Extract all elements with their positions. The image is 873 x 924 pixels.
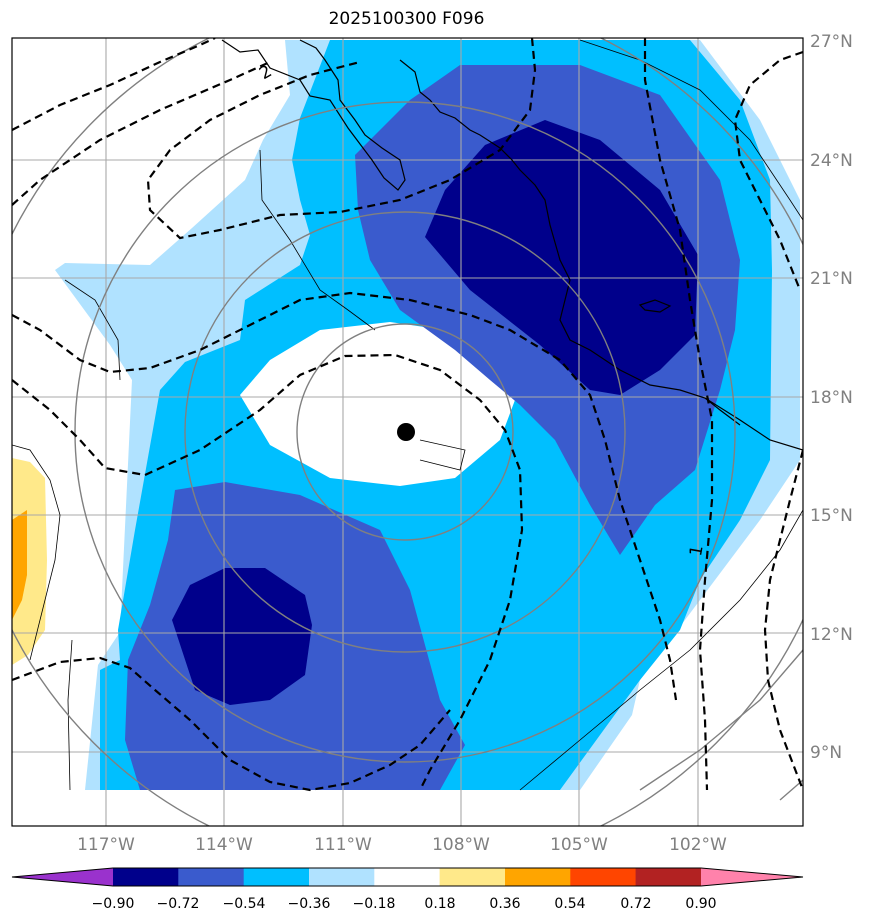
colorbar-segment [178, 868, 245, 886]
shading-dark-blue [172, 120, 698, 705]
colorbar-tick: 0.72 [620, 896, 651, 912]
colorbar-segment [113, 868, 179, 886]
storm-rings [12, 38, 803, 826]
graticule [12, 38, 803, 826]
lat-label-27n: 27°N [810, 32, 853, 52]
lat-labels: 9°N 12°N 15°N 18°N 21°N 24°N 27°N [810, 32, 853, 763]
contour-label-1: 1 [686, 544, 708, 558]
colorbar-segment [505, 868, 571, 886]
colorbar-tick: −0.54 [223, 896, 266, 912]
colorbar-tick: 0.18 [424, 896, 455, 912]
colorbar-ticks: −0.90 −0.72 −0.54 −0.36 −0.18 0.18 0.36 … [92, 896, 717, 912]
colorbar [11, 867, 804, 887]
lon-label-108w: 108°W [432, 835, 490, 855]
colorbar-segment [374, 868, 441, 886]
map-title: 2025100300 F096 [328, 9, 485, 29]
shading-yellow [12, 458, 47, 665]
colorbar-tick: −0.36 [288, 896, 331, 912]
lat-label-21n: 21°N [810, 269, 853, 289]
lon-label-111w: 111°W [314, 835, 372, 855]
contour-label-2: 2 [256, 61, 275, 84]
colorbar-tick: 0.54 [554, 896, 585, 912]
lon-label-102w: 102°W [669, 835, 727, 855]
lat-label-12n: 12°N [810, 625, 853, 645]
colorbar-tick: 0.90 [685, 896, 716, 912]
lat-label-18n: 18°N [810, 388, 853, 408]
colorbar-tick: −0.72 [157, 896, 200, 912]
colorbar-tick: −0.18 [353, 896, 396, 912]
lat-label-15n: 15°N [810, 506, 853, 526]
dashed-contours [12, 38, 803, 792]
lon-labels: 117°W 114°W 111°W 108°W 105°W 102°W [77, 835, 727, 855]
colorbar-tick: −0.90 [92, 896, 135, 912]
lat-label-24n: 24°N [810, 151, 853, 171]
colorbar-segment [570, 868, 637, 886]
colorbar-outline [11, 867, 804, 887]
storm-center-marker [397, 423, 415, 441]
coastline [221, 39, 803, 451]
shading-white-core [240, 322, 515, 486]
thin-boundaries [12, 39, 803, 791]
lon-label-105w: 105°W [550, 835, 608, 855]
colorbar-segment [243, 868, 310, 886]
colorbar-segment [439, 868, 506, 886]
lon-label-114w: 114°W [195, 835, 253, 855]
map-area: 2 1 [12, 38, 803, 826]
colorbar-segment [635, 868, 702, 886]
colorbar-extend-max [700, 868, 803, 886]
lon-label-117w: 117°W [77, 835, 135, 855]
lat-label-9n: 9°N [810, 743, 842, 763]
colorbar-extend-min [12, 868, 113, 886]
colorbar-tick: 0.36 [489, 896, 520, 912]
map-frame [11, 37, 804, 827]
colorbar-segment [309, 868, 375, 886]
